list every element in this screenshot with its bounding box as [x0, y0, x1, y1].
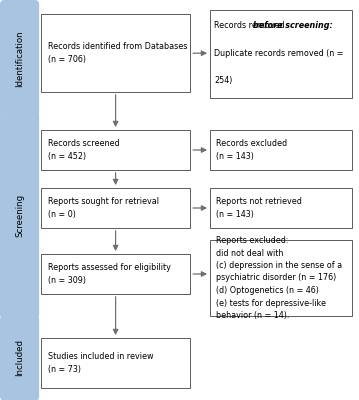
FancyBboxPatch shape — [210, 10, 352, 98]
Text: Identification: Identification — [15, 30, 24, 87]
Text: Records removed: Records removed — [214, 21, 288, 30]
FancyBboxPatch shape — [0, 0, 39, 117]
Text: Records screened
(n = 452): Records screened (n = 452) — [48, 139, 120, 161]
FancyBboxPatch shape — [41, 188, 190, 228]
Text: Reports excluded:
did not deal with
(c) depression in the sense of a
psychiatric: Reports excluded: did not deal with (c) … — [216, 236, 342, 320]
FancyBboxPatch shape — [0, 111, 39, 319]
Text: before screening:: before screening: — [253, 21, 333, 30]
FancyBboxPatch shape — [210, 130, 352, 170]
Text: Records excluded
(n = 143): Records excluded (n = 143) — [216, 139, 288, 161]
FancyBboxPatch shape — [41, 14, 190, 92]
Text: Reports sought for retrieval
(n = 0): Reports sought for retrieval (n = 0) — [48, 197, 159, 219]
FancyBboxPatch shape — [41, 130, 190, 170]
FancyBboxPatch shape — [41, 338, 190, 388]
Text: Included: Included — [15, 340, 24, 376]
Text: Records identified from Databases
(n = 706): Records identified from Databases (n = 7… — [48, 42, 187, 64]
Text: Screening: Screening — [15, 194, 24, 236]
Text: Reports assessed for eligibility
(n = 309): Reports assessed for eligibility (n = 30… — [48, 263, 171, 285]
Text: Reports not retrieved
(n = 143): Reports not retrieved (n = 143) — [216, 197, 302, 219]
Text: Duplicate records removed (n =: Duplicate records removed (n = — [214, 48, 344, 58]
FancyBboxPatch shape — [41, 254, 190, 294]
FancyBboxPatch shape — [210, 240, 352, 316]
FancyBboxPatch shape — [0, 315, 39, 400]
Text: Studies included in review
(n = 73): Studies included in review (n = 73) — [48, 352, 153, 374]
Text: 254): 254) — [214, 76, 233, 85]
FancyBboxPatch shape — [210, 188, 352, 228]
